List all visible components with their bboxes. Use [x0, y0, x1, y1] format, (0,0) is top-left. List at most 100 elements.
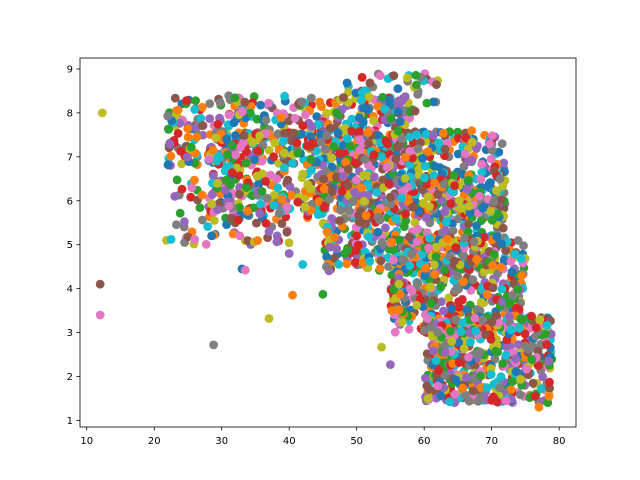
- scatter-point: [487, 318, 497, 327]
- scatter-point: [387, 306, 397, 315]
- scatter-point: [190, 175, 199, 185]
- y-tick-label: 5: [67, 240, 73, 251]
- scatter-point: [326, 123, 335, 133]
- scatter-point: [541, 329, 550, 339]
- scatter-point: [454, 302, 464, 312]
- scatter-point: [334, 260, 344, 269]
- scatter-point: [231, 131, 240, 140]
- scatter-point: [176, 146, 186, 156]
- scatter-point: [443, 234, 452, 244]
- scatter-point: [461, 390, 470, 400]
- scatter-point: [439, 306, 448, 316]
- scatter-point: [255, 209, 265, 218]
- scatter-point: [423, 192, 433, 202]
- scatter-point: [412, 300, 422, 310]
- scatter-point: [488, 261, 497, 270]
- scatter-point: [203, 222, 213, 231]
- scatter-point: [504, 311, 514, 321]
- scatter-point: [369, 116, 378, 126]
- scatter-point: [280, 163, 289, 173]
- scatter-point: [453, 271, 462, 281]
- scatter-point: [337, 186, 347, 196]
- scatter-point: [360, 154, 370, 164]
- scatter-point: [343, 181, 353, 191]
- scatter-point: [264, 227, 274, 236]
- scatter-point: [339, 172, 348, 181]
- scatter-point: [224, 201, 234, 211]
- scatter-point: [364, 182, 374, 192]
- scatter-point: [386, 360, 395, 369]
- scatter-point: [375, 215, 385, 225]
- scatter-point: [312, 146, 322, 156]
- scatter-point: [344, 206, 354, 216]
- scatter-point: [290, 113, 300, 123]
- scatter-point: [351, 159, 361, 168]
- y-tick-label: 9: [67, 64, 73, 75]
- scatter-point: [440, 265, 450, 275]
- scatter-point: [511, 354, 521, 364]
- scatter-point: [444, 293, 454, 303]
- scatter-point: [279, 136, 288, 146]
- scatter-point: [270, 138, 280, 148]
- scatter-point: [317, 102, 326, 111]
- scatter-point: [166, 235, 176, 244]
- scatter-point: [422, 213, 431, 222]
- scatter-point: [391, 154, 401, 164]
- scatter-point: [413, 90, 423, 99]
- scatter-point: [322, 252, 331, 262]
- scatter-point: [246, 102, 256, 111]
- scatter-point: [424, 243, 434, 253]
- scatter-point: [460, 233, 469, 243]
- scatter-point: [170, 192, 180, 201]
- scatter-point: [230, 93, 240, 103]
- scatter-point: [408, 202, 418, 212]
- scatter-point: [533, 361, 543, 371]
- scatter-point: [373, 227, 383, 237]
- scatter-point: [372, 187, 381, 197]
- scatter-point: [421, 263, 431, 273]
- scatter-point: [264, 98, 274, 108]
- scatter-point: [408, 153, 417, 163]
- scatter-point: [407, 249, 416, 259]
- scatter-point: [410, 106, 420, 116]
- scatter-point: [272, 174, 282, 184]
- scatter-point: [321, 144, 330, 154]
- scatter-point: [487, 215, 497, 225]
- scatter-point: [382, 162, 392, 172]
- scatter-point: [471, 326, 481, 336]
- scatter-point: [354, 240, 363, 250]
- scatter-point: [264, 314, 274, 323]
- scatter-point: [520, 329, 530, 339]
- scatter-point: [357, 73, 367, 82]
- scatter-point: [495, 383, 505, 393]
- scatter-point: [429, 346, 438, 356]
- scatter-point: [491, 186, 501, 196]
- scatter-point: [196, 113, 206, 123]
- scatter-point: [494, 317, 504, 327]
- scatter-point: [345, 141, 355, 151]
- scatter-point: [510, 249, 520, 259]
- scatter-point: [377, 238, 387, 248]
- scatter-point: [373, 131, 383, 140]
- scatter-point: [211, 133, 221, 143]
- scatter-point: [221, 175, 231, 185]
- scatter-point: [434, 365, 444, 375]
- scatter-point: [423, 314, 433, 324]
- scatter-point: [436, 282, 445, 291]
- scatter-point: [359, 196, 369, 206]
- scatter-point: [243, 236, 253, 246]
- scatter-point: [397, 317, 407, 327]
- scatter-point: [496, 195, 506, 205]
- scatter-point: [493, 209, 503, 219]
- scatter-point: [400, 153, 410, 162]
- scatter-point: [201, 240, 211, 249]
- scatter-point: [261, 218, 271, 228]
- scatter-point: [233, 215, 243, 225]
- x-tick-label: 40: [283, 436, 296, 447]
- scatter-point: [457, 295, 467, 305]
- scatter-point: [413, 278, 423, 288]
- scatter-point: [384, 262, 393, 271]
- scatter-point: [522, 364, 531, 374]
- scatter-point: [395, 289, 405, 299]
